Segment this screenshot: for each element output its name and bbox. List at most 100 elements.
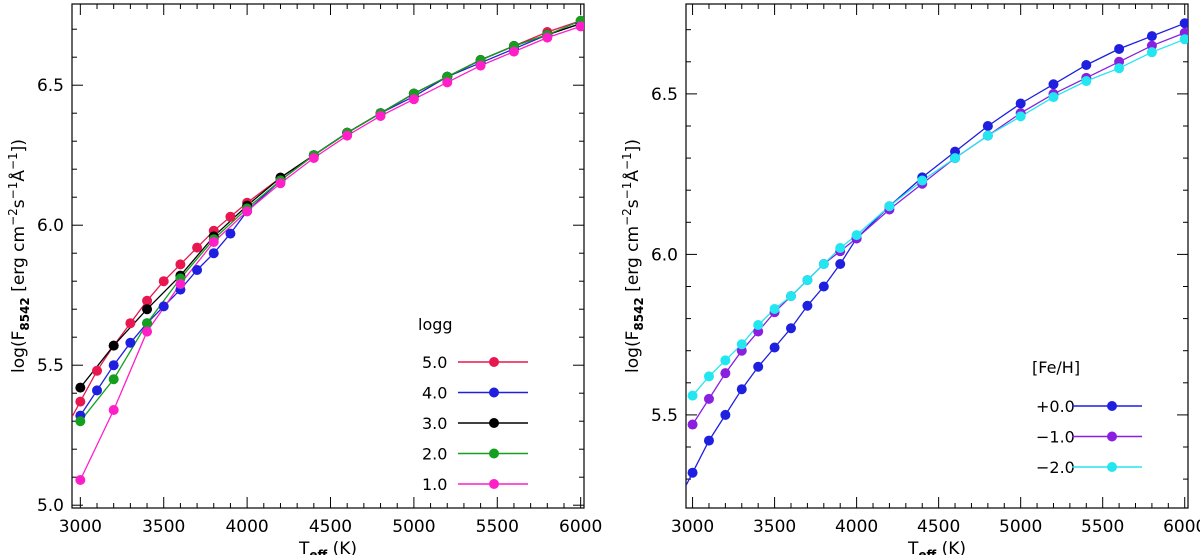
y-tick-label: 5.5 xyxy=(37,356,64,376)
x-tick-label: 5500 xyxy=(476,517,519,537)
y-tick-label: 5.0 xyxy=(37,496,64,516)
data-point xyxy=(92,385,103,396)
data-point xyxy=(1179,18,1188,29)
data-point xyxy=(142,326,153,337)
legend-label: 2.0 xyxy=(422,445,447,464)
data-point xyxy=(884,201,895,212)
data-point xyxy=(687,467,698,478)
data-point xyxy=(442,77,453,88)
y-title-exp-s: −1 xyxy=(6,182,20,200)
data-point xyxy=(785,291,796,302)
data-point xyxy=(917,175,928,186)
y-axis-ticks-left xyxy=(72,28,584,506)
data-point xyxy=(950,153,961,164)
data-point xyxy=(1114,43,1125,54)
data-point xyxy=(108,340,119,351)
data-point xyxy=(1146,31,1157,42)
legend-title: logg xyxy=(418,315,453,334)
series-line-5.0 xyxy=(72,20,581,418)
x-axis-title: Teff (K) xyxy=(298,539,357,555)
data-area-right xyxy=(686,18,1188,486)
x-axis-title-subscript: eff xyxy=(918,548,936,555)
data-point xyxy=(208,237,219,247)
data-point xyxy=(851,230,862,241)
x-tick-label: 4000 xyxy=(225,517,268,537)
data-point xyxy=(408,94,419,105)
legend-marker xyxy=(1107,431,1117,442)
data-point xyxy=(982,120,993,131)
legend-label: 1.0 xyxy=(422,475,447,494)
x-tick-label: 3500 xyxy=(142,517,185,537)
data-point xyxy=(1048,92,1059,103)
legend-right: [Fe/H] +0.0 −1.0 −2.0 xyxy=(1032,358,1142,477)
y-tick-label: 6.0 xyxy=(651,245,678,265)
x-tick-label: 3000 xyxy=(671,517,714,537)
data-point xyxy=(1048,79,1059,90)
plot-frame-right xyxy=(685,3,1189,509)
data-point xyxy=(1146,47,1157,58)
x-tick-label: 4500 xyxy=(309,517,352,537)
data-point xyxy=(720,368,731,379)
legend-marker xyxy=(1107,401,1117,411)
data-point xyxy=(785,323,796,334)
legend-marker xyxy=(489,479,499,489)
y-title-log: log(F xyxy=(9,331,29,373)
data-point xyxy=(802,300,813,311)
legend-label: −2.0 xyxy=(1036,458,1075,477)
legend-label: 5.0 xyxy=(422,353,447,372)
legend-label: +0.0 xyxy=(1036,397,1075,416)
data-point xyxy=(108,405,119,415)
data-point xyxy=(703,393,714,404)
series-line-−1.0 xyxy=(692,32,1185,425)
y-title-close: ]) xyxy=(9,139,29,152)
data-point xyxy=(687,419,698,430)
data-point xyxy=(818,259,829,270)
data-point xyxy=(720,409,731,420)
y-title-angstrom: Å xyxy=(7,170,29,182)
x-tick-label: 4500 xyxy=(917,517,960,537)
x-axis-title: Teff (K) xyxy=(907,539,966,555)
x-axis-ticks-left xyxy=(79,4,582,508)
y-title-close: ]) xyxy=(623,139,643,152)
series-line-+0.0 xyxy=(686,22,1185,486)
legend-marker xyxy=(489,357,499,367)
y-tick-label: 6.5 xyxy=(37,76,64,96)
data-point xyxy=(1081,76,1092,87)
data-point xyxy=(225,228,236,239)
x-tick-label: 5500 xyxy=(1081,517,1124,537)
data-point xyxy=(835,259,846,270)
y-title-wavelength-subscript: 8542 xyxy=(632,297,646,330)
legend-label: 4.0 xyxy=(422,384,447,403)
y-title-angstrom: Å xyxy=(621,170,643,182)
data-point xyxy=(192,265,203,275)
data-point xyxy=(192,242,203,253)
legend-label: 3.0 xyxy=(422,414,447,433)
data-point xyxy=(275,178,286,189)
x-tick-label: 5000 xyxy=(999,517,1042,537)
data-point xyxy=(108,374,119,385)
y-title-wavelength-subscript: 8542 xyxy=(18,297,32,330)
data-point xyxy=(575,21,584,32)
data-point xyxy=(75,475,86,485)
y-title-exp-s: −1 xyxy=(620,182,634,200)
series-line-4.0 xyxy=(79,22,581,416)
x-axis-title-unit: (K) xyxy=(936,539,966,555)
legend-marker xyxy=(489,418,499,428)
data-point xyxy=(75,382,86,393)
x-axis-title-unit: (K) xyxy=(327,539,357,555)
data-area-left xyxy=(72,15,584,485)
series-line-1.0 xyxy=(79,25,581,481)
data-point xyxy=(736,384,747,395)
legend-marker xyxy=(489,448,499,459)
x-tick-label: 3000 xyxy=(59,517,102,537)
y-tick-label: 6.5 xyxy=(651,85,678,105)
data-point xyxy=(753,361,764,372)
y-title-log: log(F xyxy=(623,331,643,373)
data-point xyxy=(308,153,319,163)
x-axis-title-subscript: eff xyxy=(309,548,327,555)
data-point xyxy=(818,281,829,292)
y-title-units: [erg cm xyxy=(9,226,29,297)
data-point xyxy=(508,46,519,57)
data-point xyxy=(108,360,119,371)
